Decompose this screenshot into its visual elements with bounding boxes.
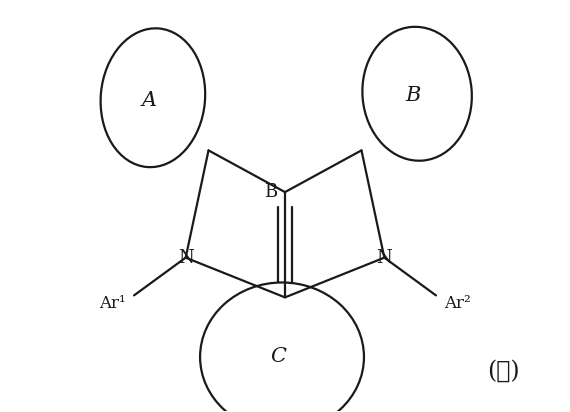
Text: C: C (270, 347, 286, 367)
Text: A: A (141, 91, 157, 110)
Text: Ar²: Ar² (445, 295, 471, 312)
Text: Ar¹: Ar¹ (99, 295, 125, 312)
Text: (Ｉ): (Ｉ) (487, 359, 520, 382)
Text: B: B (264, 183, 277, 201)
Text: N: N (376, 249, 392, 267)
Text: N: N (178, 249, 194, 267)
Text: B: B (405, 86, 421, 105)
